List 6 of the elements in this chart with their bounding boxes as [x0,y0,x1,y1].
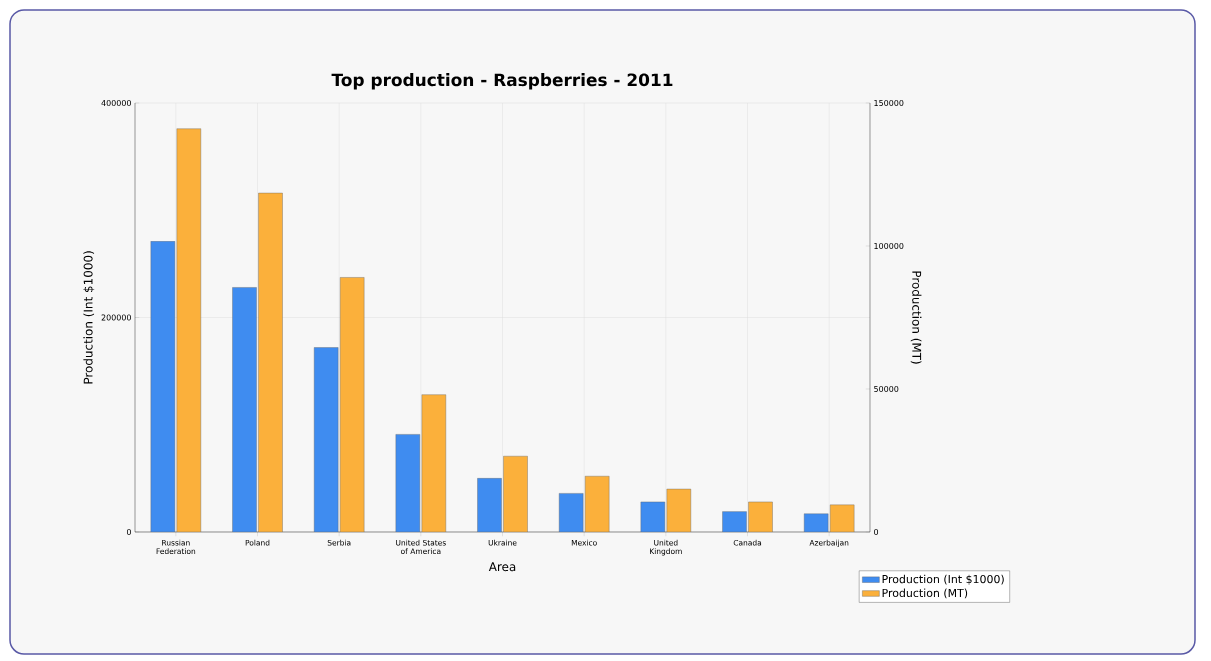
y-axis-title: Production (Int $1000) [83,251,95,384]
x-axis-title: Area [488,562,516,572]
y2-axis-title: Production (MT) [910,271,922,364]
legend-label: Production (Int $1000) [882,574,1004,585]
chart-title: Top production - Raspberries - 2011 [331,73,673,90]
legend-label: Production (MT) [882,588,968,599]
